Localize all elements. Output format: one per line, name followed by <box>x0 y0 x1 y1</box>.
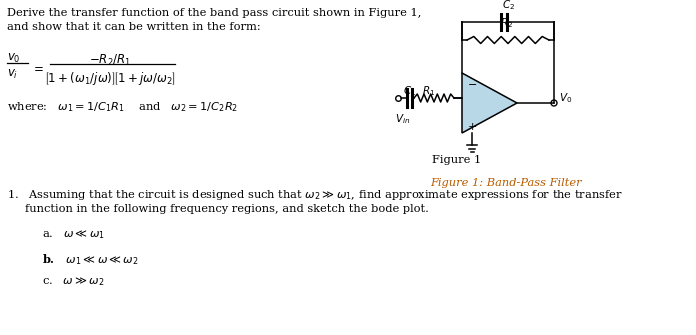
Text: b.   $\omega_1\ll\omega\ll\omega_2$: b. $\omega_1\ll\omega\ll\omega_2$ <box>42 252 139 267</box>
Text: c.   $\omega\gg\omega_2$: c. $\omega\gg\omega_2$ <box>42 275 104 288</box>
Text: $-R_2/R_1$: $-R_2/R_1$ <box>89 53 131 68</box>
Text: and show that it can be written in the form:: and show that it can be written in the f… <box>7 22 260 32</box>
Text: Derive the transfer function of the band pass circuit shown in Figure 1,: Derive the transfer function of the band… <box>7 8 421 18</box>
Text: $v_0$: $v_0$ <box>7 52 21 65</box>
Polygon shape <box>462 73 517 133</box>
Text: function in the following frequency regions, and sketch the bode plot.: function in the following frequency regi… <box>25 204 429 214</box>
Text: $=$: $=$ <box>31 61 44 74</box>
Text: where:   $\omega_1=1/C_1R_1$    and   $\omega_2=1/C_2R_2$: where: $\omega_1=1/C_1R_1$ and $\omega_2… <box>7 100 238 114</box>
Text: $-$: $-$ <box>467 78 477 88</box>
Text: $C_1$: $C_1$ <box>403 84 416 98</box>
Text: $R_2$: $R_2$ <box>500 16 513 30</box>
Text: $v_i$: $v_i$ <box>7 68 18 81</box>
Text: $C_2$: $C_2$ <box>502 0 515 12</box>
Text: Figure 1: Band-Pass Filter: Figure 1: Band-Pass Filter <box>430 178 582 188</box>
Text: a.   $\omega\ll\omega_1$: a. $\omega\ll\omega_1$ <box>42 228 105 241</box>
Text: 1.   Assuming that the circuit is designed such that $\omega_2\gg\omega_1$, find: 1. Assuming that the circuit is designed… <box>7 188 623 202</box>
Text: Figure 1: Figure 1 <box>432 155 481 165</box>
Text: $\left[1+(\omega_1/j\omega)\right]\!\left[1+j\omega/\omega_2\right]$: $\left[1+(\omega_1/j\omega)\right]\!\lef… <box>44 70 176 87</box>
Text: $R_1$: $R_1$ <box>422 84 435 98</box>
Text: $V_{in}$: $V_{in}$ <box>395 112 410 126</box>
Text: $+$: $+$ <box>467 121 477 132</box>
Text: $V_0$: $V_0$ <box>559 91 572 105</box>
